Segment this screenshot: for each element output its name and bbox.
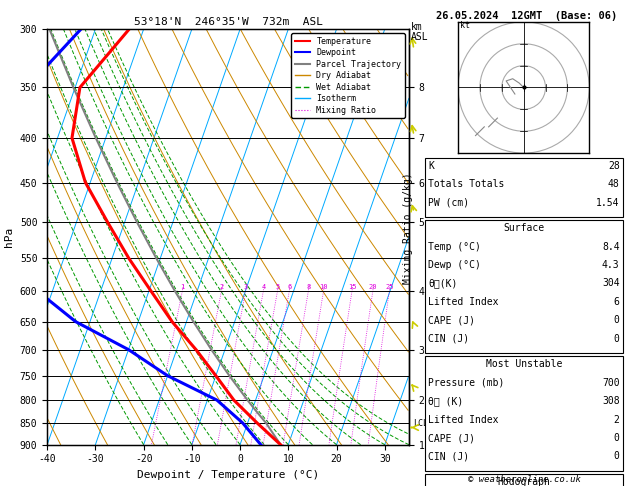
Text: Lifted Index: Lifted Index: [428, 297, 499, 307]
Text: 6: 6: [614, 297, 620, 307]
Text: PW (cm): PW (cm): [428, 198, 469, 208]
Text: Most Unstable: Most Unstable: [486, 359, 562, 369]
Text: 0: 0: [614, 451, 620, 462]
Text: θᴇ(K): θᴇ(K): [428, 278, 458, 289]
Y-axis label: hPa: hPa: [4, 227, 14, 247]
Text: CAPE (J): CAPE (J): [428, 315, 476, 326]
Text: 1: 1: [181, 284, 185, 290]
Text: Totals Totals: Totals Totals: [428, 179, 504, 190]
Text: 25: 25: [385, 284, 394, 290]
Text: 8.4: 8.4: [602, 242, 620, 252]
Text: © weatheronline.co.uk: © weatheronline.co.uk: [467, 474, 581, 484]
Text: Pressure (mb): Pressure (mb): [428, 378, 504, 388]
Text: 26.05.2024  12GMT  (Base: 06): 26.05.2024 12GMT (Base: 06): [437, 11, 618, 21]
Text: kt: kt: [460, 21, 470, 31]
Text: 8: 8: [306, 284, 311, 290]
Text: Mixing Ratio (g/kg): Mixing Ratio (g/kg): [403, 173, 413, 284]
Text: 5: 5: [276, 284, 280, 290]
Text: ASL: ASL: [411, 32, 428, 42]
Text: Temp (°C): Temp (°C): [428, 242, 481, 252]
Text: 4.3: 4.3: [602, 260, 620, 270]
Text: Lifted Index: Lifted Index: [428, 415, 499, 425]
Text: CIN (J): CIN (J): [428, 451, 469, 462]
Text: 700: 700: [602, 378, 620, 388]
Text: 15: 15: [348, 284, 357, 290]
Text: LCL: LCL: [413, 418, 428, 428]
X-axis label: Dewpoint / Temperature (°C): Dewpoint / Temperature (°C): [137, 470, 319, 480]
Text: 4: 4: [262, 284, 265, 290]
Text: 20: 20: [369, 284, 377, 290]
Text: CAPE (J): CAPE (J): [428, 433, 476, 443]
Text: Dewp (°C): Dewp (°C): [428, 260, 481, 270]
Text: θᴇ (K): θᴇ (K): [428, 396, 464, 406]
Text: K: K: [428, 161, 434, 171]
Text: 28: 28: [608, 161, 620, 171]
Text: km: km: [411, 22, 423, 32]
Text: 2: 2: [220, 284, 224, 290]
Text: CIN (J): CIN (J): [428, 334, 469, 344]
Text: 0: 0: [614, 433, 620, 443]
Text: 10: 10: [320, 284, 328, 290]
Title: 53°18'N  246°35'W  732m  ASL: 53°18'N 246°35'W 732m ASL: [133, 17, 323, 27]
Text: Surface: Surface: [503, 223, 545, 233]
Text: 304: 304: [602, 278, 620, 289]
Legend: Temperature, Dewpoint, Parcel Trajectory, Dry Adiabat, Wet Adiabat, Isotherm, Mi: Temperature, Dewpoint, Parcel Trajectory…: [291, 34, 404, 118]
Text: 308: 308: [602, 396, 620, 406]
Text: 0: 0: [614, 334, 620, 344]
Text: 3: 3: [243, 284, 248, 290]
Text: 2: 2: [614, 415, 620, 425]
Text: 0: 0: [614, 315, 620, 326]
Text: 1.54: 1.54: [596, 198, 620, 208]
Text: 48: 48: [608, 179, 620, 190]
Text: Hodograph: Hodograph: [498, 477, 550, 486]
Text: 6: 6: [287, 284, 292, 290]
